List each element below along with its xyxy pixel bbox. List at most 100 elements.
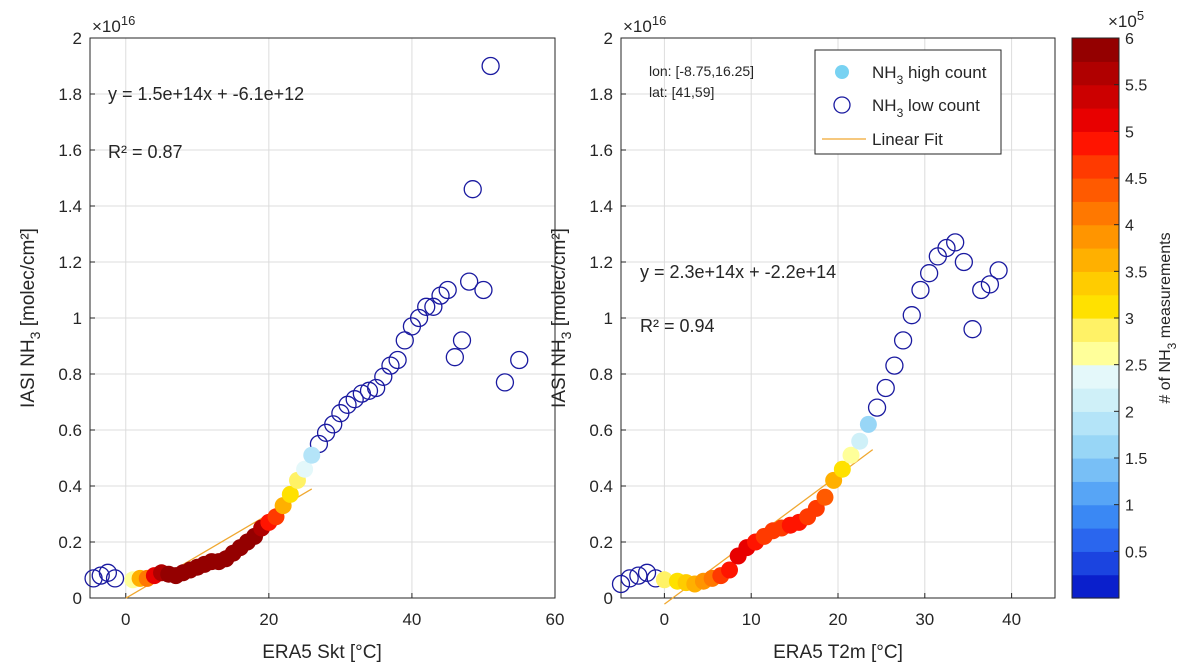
high-count-point xyxy=(655,571,673,589)
colorbar-swatch xyxy=(1072,318,1119,342)
colorbar-swatch xyxy=(1072,528,1119,552)
right-y-axis-label: IASI NH3 [molec/cm²] xyxy=(549,228,574,408)
x-tick-label: 30 xyxy=(915,610,934,629)
y-tick-label: 1.2 xyxy=(58,253,82,272)
colorbar-swatch xyxy=(1072,154,1119,179)
low-count-point xyxy=(989,261,1008,280)
high-count-point xyxy=(281,485,299,503)
left-axes: 0 20 40 60 0 0.2 0.4 0.6 0.8 1 1.2 1.4 1.6 1.8 2 xyxy=(58,29,564,629)
colorbar-exponent: ×105 xyxy=(1108,8,1144,31)
colorbar-swatch xyxy=(1072,364,1119,389)
low-count-point xyxy=(637,563,657,582)
right-annotation-lat: lat: [41,59] xyxy=(649,84,714,100)
low-count-point xyxy=(438,280,457,300)
low-count-point xyxy=(463,180,482,199)
colorbar-swatch xyxy=(1072,504,1119,529)
low-count-point xyxy=(367,378,386,398)
legend-fit-label: Linear Fit xyxy=(872,130,943,149)
low-count-point xyxy=(452,331,472,350)
colorbar-swatch xyxy=(1072,248,1119,272)
x-tick-label: 20 xyxy=(829,610,848,629)
low-count-point xyxy=(374,367,393,386)
colorbar-tick-label: 1.5 xyxy=(1125,451,1147,468)
low-count-point xyxy=(946,233,965,252)
colorbar-tick-label: 0.5 xyxy=(1125,544,1147,561)
y-tick-label: 0 xyxy=(604,589,613,608)
x-tick-label: 60 xyxy=(546,610,565,629)
colorbar-tick-label: 4.5 xyxy=(1125,171,1147,188)
low-count-point xyxy=(893,331,913,350)
y-tick-label: 0.2 xyxy=(589,533,613,552)
y-tick-label: 1 xyxy=(604,309,613,328)
low-count-point xyxy=(937,238,956,258)
right-y-exponent: ×1016 xyxy=(623,13,666,36)
low-count-point xyxy=(431,286,450,305)
low-count-point xyxy=(324,415,343,434)
high-count-point xyxy=(721,561,738,579)
low-count-point xyxy=(954,252,974,272)
legend-high-count-marker xyxy=(835,65,849,79)
right-scatter-panel: 0 10 20 30 40 0 0.2 0.4 0.6 0.8 1 1.2 1.4 1.6 1.8 2 ×10… xyxy=(549,13,1056,663)
high-count-point xyxy=(833,460,851,478)
colorbar-ticks: 0.5 1 1.5 2 2.5 3 3.5 4 4.5 5 5.5 6 xyxy=(1114,31,1147,561)
low-count-point xyxy=(388,350,407,370)
low-count-point xyxy=(919,264,939,283)
y-tick-label: 0.4 xyxy=(589,477,613,496)
right-annotation-lon: lon: [-8.75,16.25] xyxy=(649,63,754,79)
y-tick-label: 1.2 xyxy=(589,253,613,272)
high-count-point xyxy=(303,446,321,464)
colorbar-swatch xyxy=(1072,481,1119,506)
left-fit-equation: y = 1.5e+14x + -6.1e+12 xyxy=(108,84,304,104)
colorbar-tick-label: 6 xyxy=(1125,31,1134,48)
colorbar-tick-label: 2 xyxy=(1125,404,1134,421)
y-tick-label: 0.8 xyxy=(58,365,82,384)
left-points xyxy=(84,56,529,589)
low-count-point xyxy=(445,348,464,367)
colorbar: 0.5 1 1.5 2 2.5 3 3.5 4 4.5 5 5.5 6 ×105 # of NH3 m… xyxy=(1071,8,1179,599)
colorbar-swatch xyxy=(1072,178,1119,202)
x-tick-label: 0 xyxy=(660,610,669,629)
colorbar-swatch xyxy=(1072,411,1119,436)
y-tick-label: 1.8 xyxy=(58,85,82,104)
right-fit-r2: R² = 0.94 xyxy=(640,316,715,336)
low-count-point xyxy=(345,390,364,409)
y-tick-label: 2 xyxy=(73,29,82,48)
low-count-point xyxy=(98,563,118,582)
colorbar-swatch xyxy=(1072,108,1119,132)
colorbar-swatches xyxy=(1072,38,1119,599)
colorbar-swatch xyxy=(1072,84,1119,109)
low-count-point xyxy=(611,574,631,594)
left-scatter-panel: 0 20 40 60 0 0.2 0.4 0.6 0.8 1 1.2 1.4 1.6 1.8 2 ×1016… xyxy=(18,13,564,663)
left-grid xyxy=(90,37,556,599)
low-count-point xyxy=(902,306,921,325)
right-axes: 0 10 20 30 40 0 0.2 0.4 0.6 0.8 1 1.2 1.4 1.6 1.8 2 xyxy=(589,29,1021,629)
low-count-point xyxy=(481,56,500,76)
low-count-point xyxy=(972,280,991,300)
low-count-point xyxy=(980,275,1000,294)
high-count-point xyxy=(296,460,314,478)
colorbar-swatch xyxy=(1072,458,1119,482)
low-count-point xyxy=(338,395,357,414)
colorbar-swatch xyxy=(1072,434,1119,459)
left-x-axis-label: ERA5 Skt [°C] xyxy=(262,642,382,663)
y-tick-label: 2 xyxy=(604,29,613,48)
x-tick-label: 0 xyxy=(121,610,130,629)
colorbar-swatch xyxy=(1072,341,1119,366)
colorbar-label: # of NH3 measurements xyxy=(1157,232,1179,403)
low-count-point xyxy=(474,280,493,300)
x-tick-label: 40 xyxy=(1002,610,1021,629)
right-points xyxy=(611,233,1008,594)
low-count-point xyxy=(105,569,125,588)
colorbar-tick-label: 5.5 xyxy=(1125,78,1147,95)
legend-high-count-label: NH3 high count xyxy=(872,63,987,87)
high-count-point xyxy=(851,432,869,450)
right-x-axis-label: ERA5 T2m [°C] xyxy=(773,642,903,663)
low-count-point xyxy=(460,272,479,291)
y-tick-label: 0.2 xyxy=(58,533,82,552)
y-tick-label: 0 xyxy=(73,589,82,608)
legend-low-count-marker xyxy=(833,96,851,114)
low-count-point xyxy=(510,350,529,370)
low-count-point xyxy=(417,297,436,316)
low-count-point xyxy=(409,308,429,328)
